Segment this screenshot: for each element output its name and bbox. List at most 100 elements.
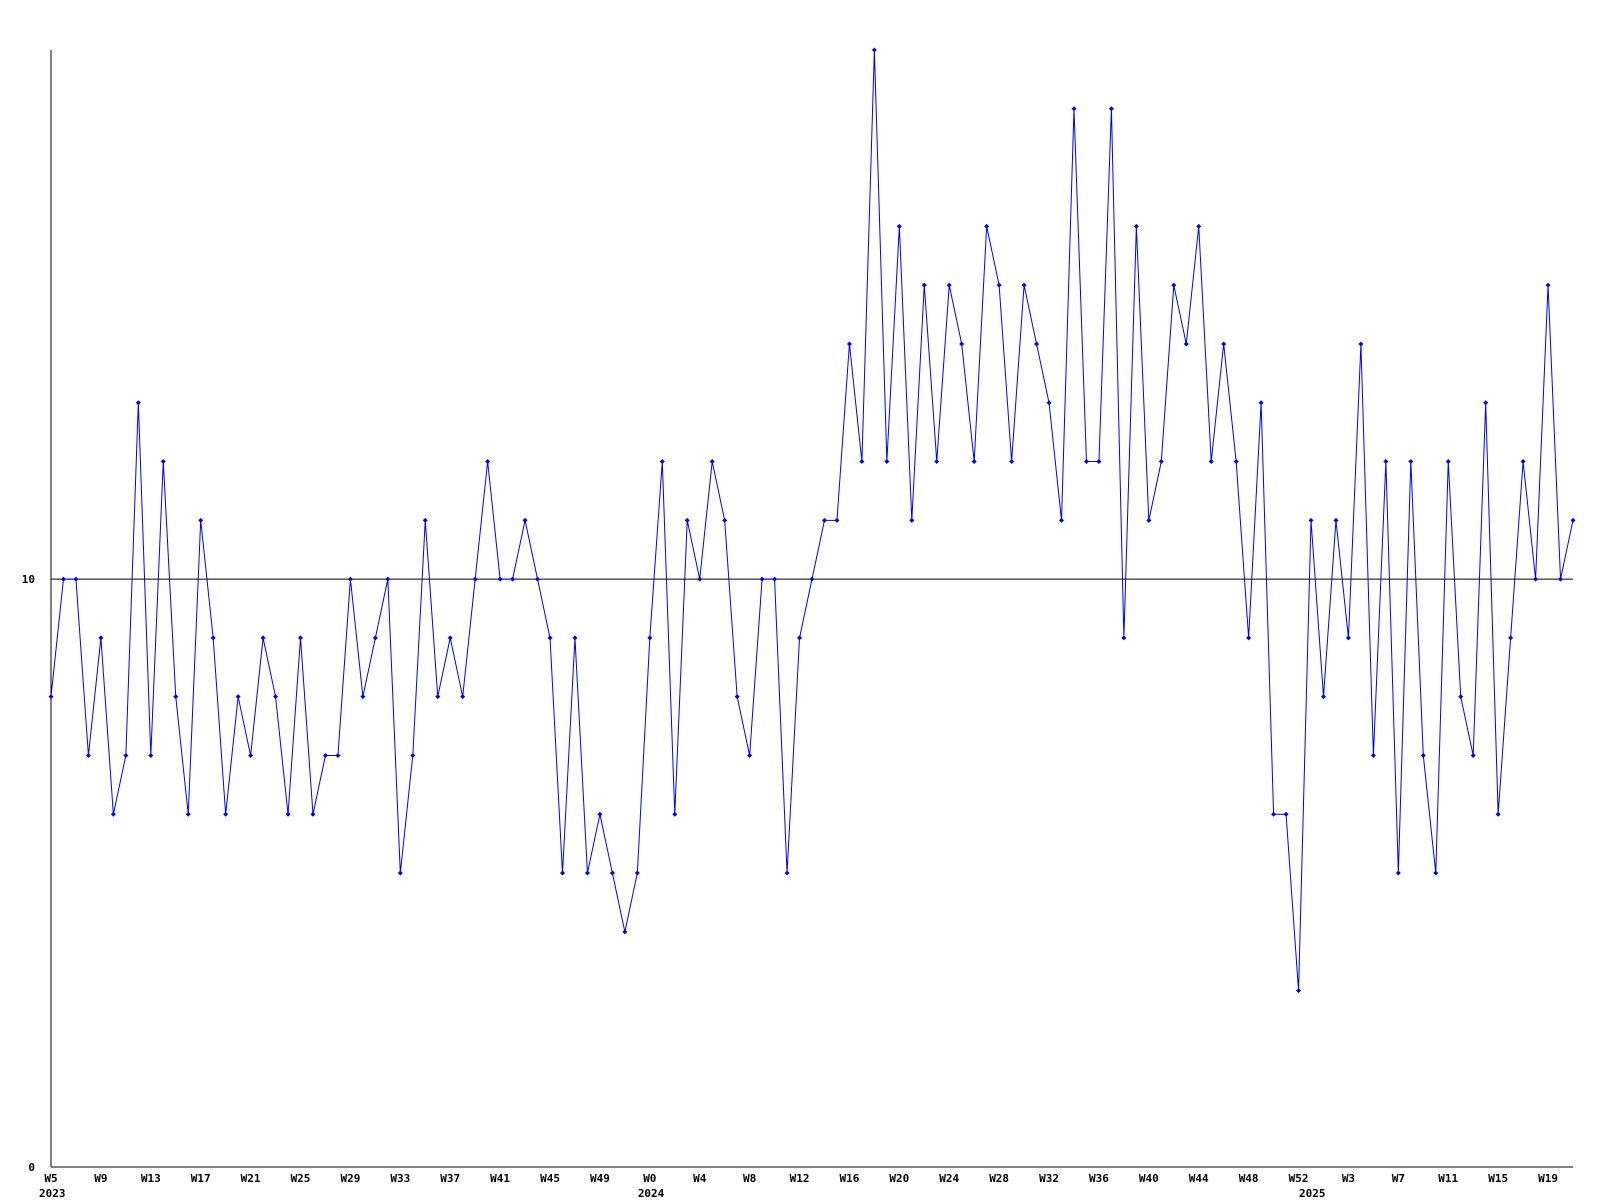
point — [1545, 282, 1551, 288]
point — [210, 635, 216, 641]
point — [1059, 517, 1065, 523]
point — [896, 223, 902, 229]
point — [996, 282, 1002, 288]
point — [73, 576, 79, 582]
point — [1221, 341, 1227, 347]
point — [1021, 282, 1027, 288]
point — [772, 576, 778, 582]
point — [1383, 459, 1389, 465]
x-tick-label: W12 — [790, 1172, 810, 1185]
point — [1533, 576, 1539, 582]
x-tick-label: W37 — [440, 1172, 460, 1185]
x-tick-label: W16 — [839, 1172, 859, 1185]
point — [784, 870, 790, 876]
point — [1146, 517, 1152, 523]
point — [572, 635, 578, 641]
point — [1570, 517, 1576, 523]
point — [1258, 400, 1264, 406]
x-tick-label: W13 — [141, 1172, 161, 1185]
point — [909, 517, 915, 523]
point — [372, 635, 378, 641]
point — [397, 870, 403, 876]
point — [1458, 694, 1464, 700]
point — [1308, 517, 1314, 523]
x-tick-label: W11 — [1438, 1172, 1458, 1185]
point — [946, 282, 952, 288]
point — [322, 752, 328, 758]
point — [1445, 459, 1451, 465]
x-tick-label: W49 — [590, 1172, 610, 1185]
point — [60, 576, 66, 582]
y-tick-label: 0 — [28, 1161, 35, 1174]
point — [173, 694, 179, 700]
x-group-label: 2024 — [638, 1187, 665, 1200]
x-tick-label: W33 — [390, 1172, 410, 1185]
point — [535, 576, 541, 582]
point — [485, 459, 491, 465]
point — [1370, 752, 1376, 758]
point — [934, 459, 940, 465]
point — [559, 870, 565, 876]
point — [123, 752, 129, 758]
point — [198, 517, 204, 523]
point — [1420, 752, 1426, 758]
point — [335, 752, 341, 758]
point — [273, 694, 279, 700]
x-tick-label: W40 — [1139, 1172, 1159, 1185]
point — [1083, 459, 1089, 465]
point — [734, 694, 740, 700]
point — [1171, 282, 1177, 288]
x-tick-label: W52 — [1289, 1172, 1309, 1185]
point — [834, 517, 840, 523]
x-tick-label: W20 — [889, 1172, 909, 1185]
point — [110, 811, 116, 817]
point — [1183, 341, 1189, 347]
x-tick-label: W0 — [643, 1172, 656, 1185]
point — [1470, 752, 1476, 758]
point — [984, 223, 990, 229]
point — [547, 635, 553, 641]
point — [1246, 635, 1252, 641]
point — [1233, 459, 1239, 465]
point — [584, 870, 590, 876]
point — [460, 694, 466, 700]
point — [510, 576, 516, 582]
point — [1495, 811, 1501, 817]
point — [1408, 459, 1414, 465]
point — [1333, 517, 1339, 523]
point — [1046, 400, 1052, 406]
point — [1158, 459, 1164, 465]
point — [884, 459, 890, 465]
point — [1433, 870, 1439, 876]
point — [672, 811, 678, 817]
point — [160, 459, 166, 465]
point — [684, 517, 690, 523]
x-tick-label: W19 — [1538, 1172, 1558, 1185]
x-tick-label: W45 — [540, 1172, 560, 1185]
point — [597, 811, 603, 817]
point — [921, 282, 927, 288]
point — [248, 752, 254, 758]
x-tick-label: W8 — [743, 1172, 756, 1185]
point — [1108, 106, 1114, 112]
x-tick-label: W29 — [340, 1172, 360, 1185]
x-tick-label: W3 — [1342, 1172, 1355, 1185]
point — [859, 459, 865, 465]
point — [85, 752, 91, 758]
point — [285, 811, 291, 817]
point — [609, 870, 615, 876]
point — [497, 576, 503, 582]
x-tick-label: W25 — [291, 1172, 311, 1185]
point — [347, 576, 353, 582]
point — [697, 576, 703, 582]
point — [48, 694, 54, 700]
point — [759, 576, 765, 582]
point — [622, 929, 628, 935]
point — [435, 694, 441, 700]
y-tick-label: 10 — [22, 573, 35, 586]
point — [260, 635, 266, 641]
point — [1096, 459, 1102, 465]
x-tick-label: W41 — [490, 1172, 510, 1185]
point — [410, 752, 416, 758]
